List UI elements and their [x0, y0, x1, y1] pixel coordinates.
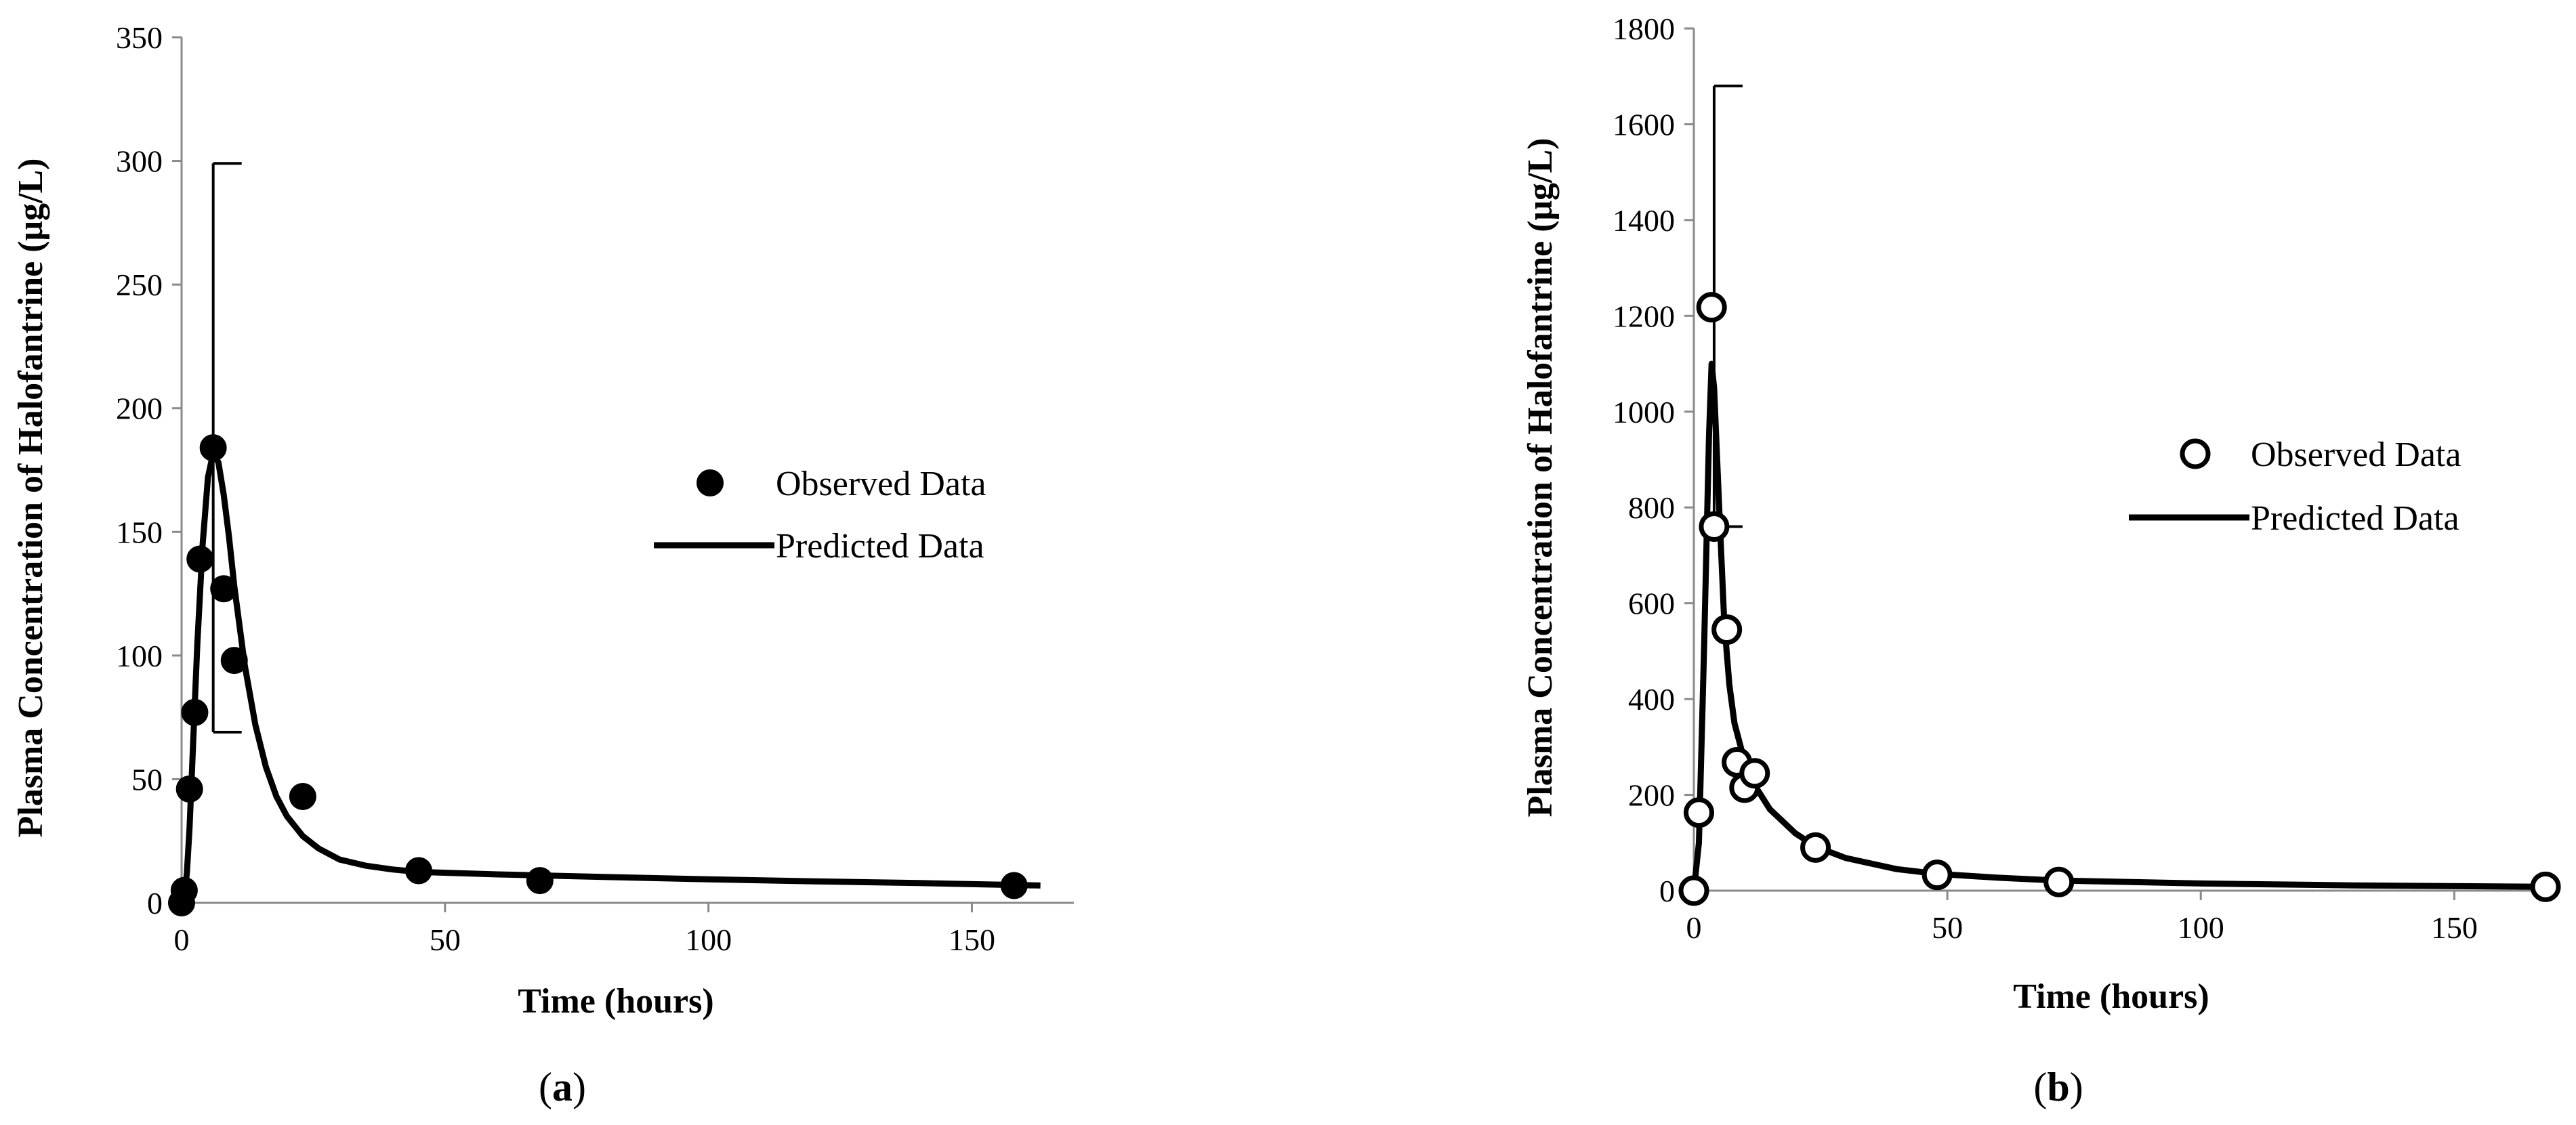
y-axis-title: Plasma Concentration of Halofantrine (μg…	[12, 158, 50, 838]
panel-caption: (b)	[2033, 1065, 2083, 1109]
x-axis-title: Time (hours)	[518, 982, 713, 1021]
observed-data-point	[1800, 832, 1831, 863]
panel-caption: (a)	[539, 1065, 586, 1109]
chart-panel-b: 0 200 400 600 800 1000 1200 1400 1600 1800 0 50 100 1…	[1521, 12, 2561, 1109]
x-axis-title: Time (hours)	[2013, 977, 2209, 1016]
y-tick-label: 1600	[1613, 107, 1675, 142]
y-tick-label: 1200	[1613, 299, 1675, 333]
legend: Observed Data Predicted Data	[2129, 436, 2461, 538]
observed-data-point	[1696, 292, 1727, 323]
observed-data-point	[1000, 872, 1028, 899]
observed-data-point	[2530, 871, 2561, 902]
observed-data-point	[526, 867, 554, 895]
y-tick-label: 100	[116, 639, 163, 673]
y-tick-label: 400	[1628, 682, 1675, 717]
y-axis-title: Plasma Concentration of Halofantrine (μg…	[1521, 138, 1560, 818]
y-tick-label: 200	[1628, 778, 1675, 813]
observed-data-point	[170, 876, 198, 904]
observed-data-point	[210, 575, 238, 603]
y-tick-label: 300	[116, 144, 163, 179]
observed-data-point	[289, 782, 316, 810]
x-tick-label: 150	[2431, 910, 2478, 945]
y-tick-label: 1400	[1613, 203, 1675, 238]
legend-predicted-label: Predicted Data	[2251, 499, 2459, 538]
y-tick-label: 800	[1628, 490, 1675, 525]
observed-data-point	[186, 545, 214, 573]
y-tick-label: 150	[116, 515, 163, 549]
legend: Observed Data Predicted Data	[654, 465, 986, 566]
y-tick-label: 600	[1628, 587, 1675, 621]
y-tick-label: 1800	[1613, 12, 1675, 46]
observed-data-point	[2043, 866, 2075, 897]
legend-observed-label: Observed Data	[2251, 436, 2461, 474]
x-tick-label: 0	[174, 922, 190, 957]
observed-data-point	[1739, 758, 1770, 789]
legend-observed-marker	[2180, 438, 2211, 469]
legend-observed-label: Observed Data	[776, 465, 986, 503]
observed-data-point	[181, 698, 209, 726]
chart-panel-a: 0 50 100 150 200 250 300 350 0 50 100 150 Time (hour…	[12, 20, 1074, 1109]
observed-data-point	[404, 857, 432, 885]
observed-data-point	[1678, 875, 1709, 906]
x-tick-label: 100	[685, 922, 732, 957]
observed-data-point	[220, 647, 248, 675]
y-tick-label: 350	[116, 20, 163, 55]
legend-observed-marker	[697, 469, 724, 496]
y-tick-label: 0	[147, 886, 163, 920]
y-tick-label: 0	[1659, 874, 1675, 908]
x-tick-label: 100	[2178, 910, 2224, 945]
x-tick-label: 0	[1686, 910, 1702, 945]
observed-data-point	[199, 434, 227, 462]
y-tick-label: 50	[131, 762, 163, 797]
observed-data-point	[1711, 614, 1743, 645]
y-tick-label: 1000	[1613, 395, 1675, 429]
x-tick-label: 50	[430, 922, 461, 957]
predicted-data-line	[179, 449, 1041, 905]
x-tick-label: 50	[1932, 910, 1963, 945]
observed-data-point	[1921, 859, 1953, 891]
observed-data-point	[175, 776, 203, 803]
observed-data-point	[1699, 511, 1730, 543]
x-tick-label: 150	[949, 922, 995, 957]
legend-predicted-label: Predicted Data	[776, 527, 984, 566]
y-tick-label: 250	[116, 268, 163, 302]
observed-data-point	[1683, 797, 1714, 828]
y-tick-label: 200	[116, 391, 163, 426]
